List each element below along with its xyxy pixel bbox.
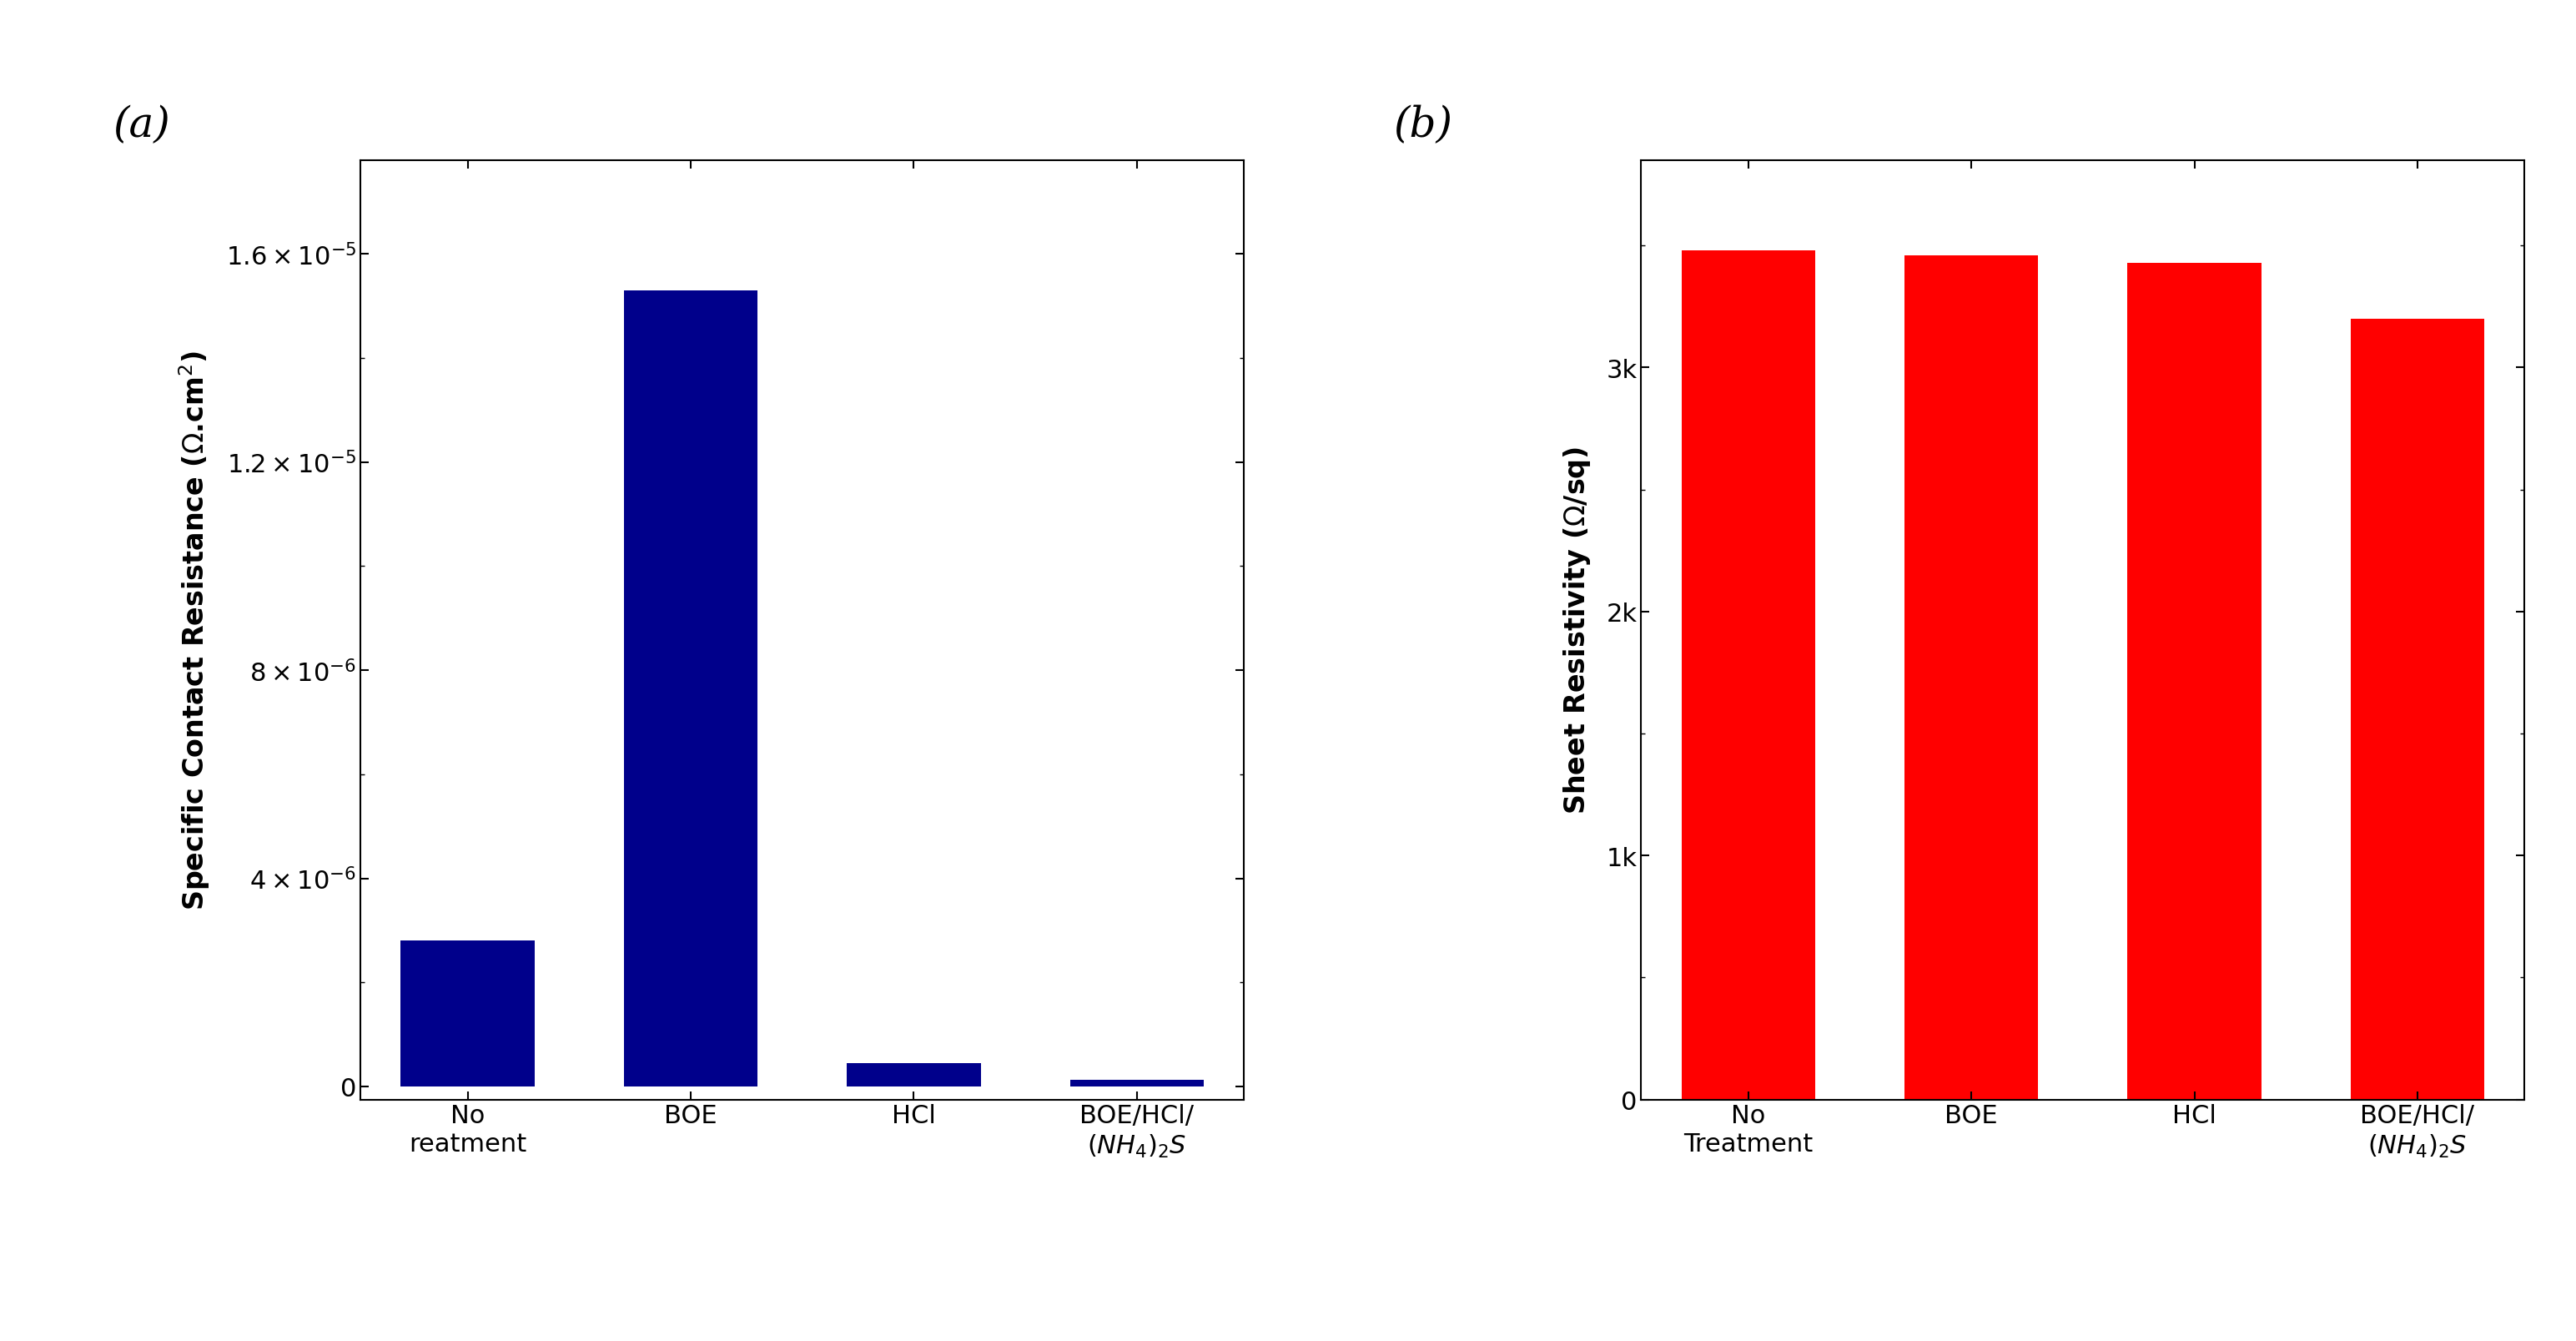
Y-axis label: Specific Contact Resistance ($\Omega$.cm$^2$): Specific Contact Resistance ($\Omega$.cm… — [178, 351, 211, 909]
Bar — [1682, 251, 1816, 1100]
Bar — [848, 1063, 981, 1086]
Y-axis label: Sheet Resistivity ($\Omega$/sq): Sheet Resistivity ($\Omega$/sq) — [1561, 447, 1592, 814]
Bar — [1069, 1081, 1203, 1086]
Bar — [402, 941, 536, 1086]
Bar — [1904, 256, 2038, 1100]
Bar — [623, 291, 757, 1086]
Text: (b): (b) — [1394, 105, 1453, 146]
Text: (a): (a) — [113, 105, 170, 146]
Bar — [2128, 263, 2262, 1100]
Bar — [2349, 319, 2483, 1100]
